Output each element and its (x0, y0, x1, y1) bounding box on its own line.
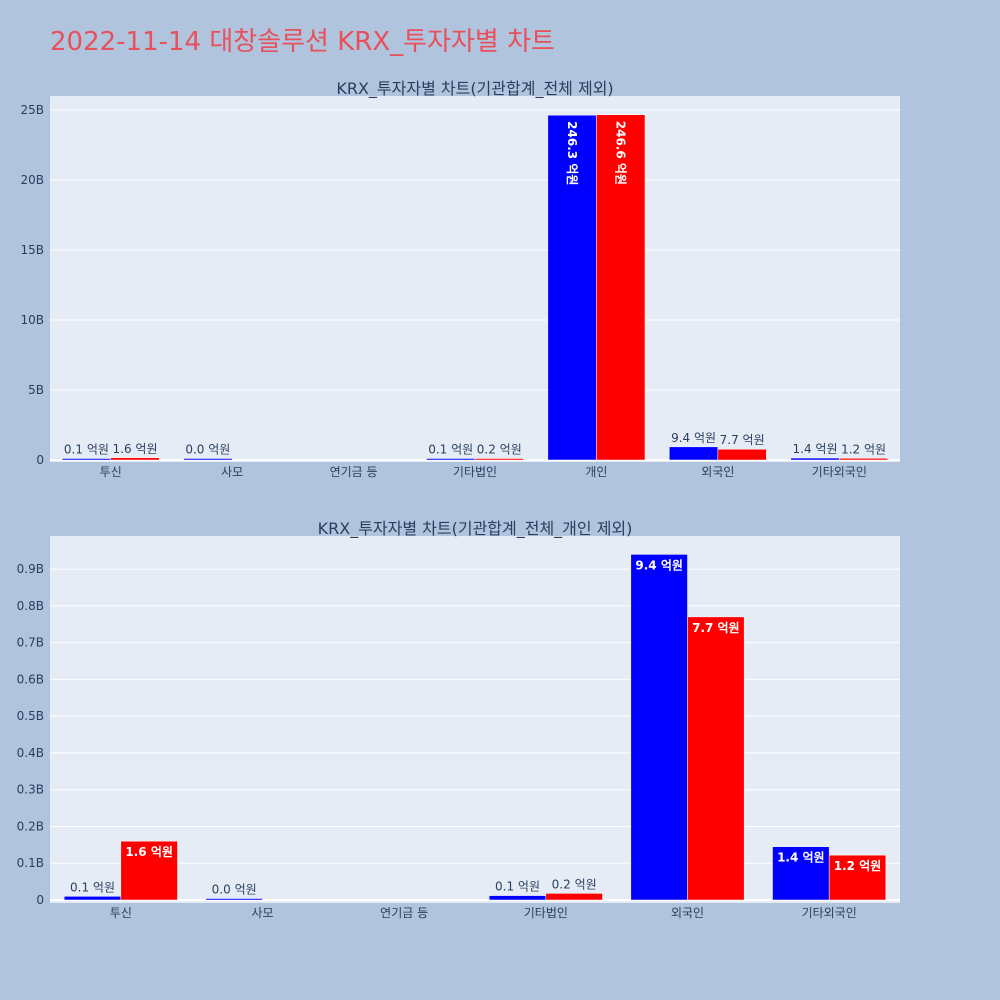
x-tick-label: 사모 (221, 465, 243, 479)
bar (839, 458, 889, 461)
plot-area (50, 96, 900, 462)
bar (183, 458, 233, 461)
bar-data-label: 0.0 억원 (212, 883, 257, 897)
bar-data-label: 0.1 억원 (428, 443, 473, 457)
y-tick-label: 0.1B (17, 856, 44, 870)
chart-top: KRX_투자자별 차트(기관합계_전체 제외) 0 5B 10B 15B 20B 25B 투신… (20, 79, 900, 479)
bar (426, 458, 476, 461)
x-tick-label: 연기금 등 (330, 465, 378, 479)
chart-title: KRX_투자자별 차트(기관합계_전체_개인 제외) (318, 519, 633, 539)
plot-area (50, 536, 900, 903)
x-tick-label: 연기금 등 (380, 906, 428, 920)
bar (630, 554, 688, 901)
bar-data-label: 0.2 억원 (477, 443, 522, 457)
bar (63, 896, 122, 901)
bar (545, 893, 603, 901)
bar-data-label: 9.4 억원 (671, 431, 716, 445)
chart-title: KRX_투자자별 차트(기관합계_전체 제외) (336, 79, 613, 99)
bar-data-label: 0.2 억원 (552, 877, 597, 891)
bar (772, 846, 830, 901)
y-tick-label: 25B (20, 103, 44, 117)
bar-data-label: 1.6 억원 (113, 442, 158, 456)
bar-data-label: 1.2 억원 (841, 442, 886, 456)
y-tick-label: 0.6B (17, 672, 44, 686)
y-tick-label: 0.2B (17, 819, 44, 833)
y-tick-label: 0.3B (17, 783, 44, 797)
y-tick-label: 0.5B (17, 709, 44, 723)
bar-data-label: 1.6 억원 (125, 845, 173, 859)
bar (61, 458, 111, 461)
bar (474, 458, 524, 461)
bar (828, 854, 887, 901)
bar-data-label: 1.4 억원 (793, 442, 838, 456)
bar (110, 457, 160, 461)
bar-data-label: 7.7 억원 (692, 621, 740, 635)
y-tick-label: 0.8B (17, 599, 44, 613)
bar-data-label: 1.2 억원 (834, 859, 882, 873)
y-tick-label: 0.9B (17, 562, 44, 576)
bar-data-label: 246.3 억원 (565, 121, 579, 185)
bar-data-label: 246.6 억원 (614, 121, 628, 185)
bar (205, 898, 263, 901)
x-tick-label: 개인 (585, 465, 607, 479)
y-tick-label: 0 (36, 893, 44, 907)
bar (687, 616, 745, 901)
bar-data-label: 0.1 억원 (64, 443, 109, 457)
y-tick-label: 20B (20, 173, 44, 187)
bar (120, 840, 178, 901)
bar-data-label: 0.0 억원 (185, 443, 230, 457)
bar-data-label: 1.4 억원 (777, 851, 825, 865)
bar-data-label: 9.4 억원 (635, 558, 683, 572)
bar (669, 446, 719, 461)
y-tick-label: 0.7B (17, 636, 44, 650)
y-tick-label: 10B (20, 313, 44, 327)
bar (488, 895, 547, 901)
bar (547, 114, 597, 461)
y-tick-label: 15B (20, 243, 44, 257)
x-tick-label: 기타외국인 (812, 465, 867, 479)
x-tick-label: 외국인 (671, 906, 704, 920)
x-tick-label: 투신 (110, 906, 132, 920)
bar-data-label: 0.1 억원 (495, 880, 540, 894)
y-tick-label: 0 (36, 453, 44, 467)
x-tick-label: 기타법인 (453, 465, 497, 479)
y-tick-label: 5B (28, 383, 44, 397)
x-tick-label: 투신 (100, 465, 122, 479)
x-tick-label: 기타법인 (524, 906, 568, 920)
x-tick-label: 기타외국인 (802, 906, 857, 920)
y-tick-label: 0.4B (17, 746, 44, 760)
bar-data-label: 0.1 억원 (70, 880, 115, 894)
x-tick-label: 외국인 (701, 465, 734, 479)
bar (790, 457, 840, 461)
page-title: 2022-11-14 대창솔루션 KRX_투자자별 차트 (50, 27, 555, 57)
bar (596, 114, 646, 461)
bar (717, 448, 767, 461)
chart-bottom: KRX_투자자별 차트(기관합계_전체_개인 제외) 0 0.1B 0.2B 0.3B 0… (17, 519, 900, 920)
bar-data-label: 7.7 억원 (720, 433, 765, 447)
x-tick-label: 사모 (251, 906, 273, 920)
